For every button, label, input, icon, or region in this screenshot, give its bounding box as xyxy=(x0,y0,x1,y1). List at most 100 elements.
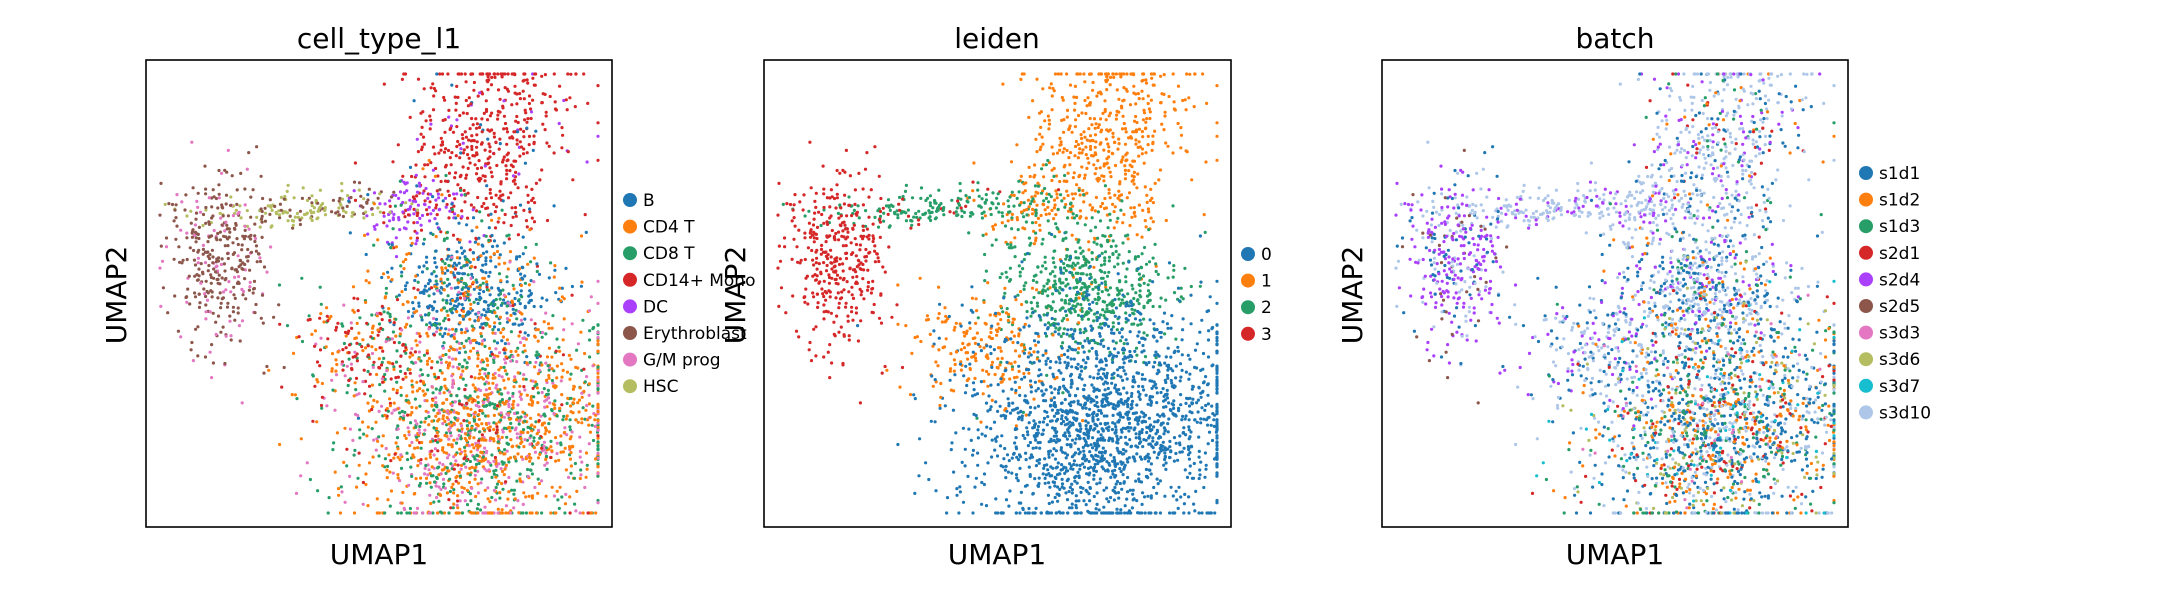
scatter-point xyxy=(479,72,484,76)
scatter-point xyxy=(383,296,387,300)
scatter-point xyxy=(366,401,370,405)
scatter-point xyxy=(461,165,465,169)
scatter-point xyxy=(559,299,563,303)
scatter-point xyxy=(408,115,412,119)
scatter-point xyxy=(201,223,205,228)
scatter-point xyxy=(458,321,462,325)
scatter-point xyxy=(1081,188,1085,193)
scatter-point xyxy=(444,360,448,364)
scatter-point xyxy=(532,395,536,399)
scatter-point xyxy=(510,103,514,107)
scatter-point xyxy=(1062,196,1066,200)
scatter-point xyxy=(1141,274,1146,278)
scatter-point xyxy=(530,496,535,500)
scatter-point xyxy=(555,337,559,341)
scatter-point xyxy=(424,476,429,480)
scatter-point xyxy=(473,163,477,167)
scatter-point xyxy=(498,137,502,141)
scatter-point xyxy=(496,507,500,511)
scatter-point xyxy=(1032,295,1036,300)
scatter-point xyxy=(472,88,476,92)
scatter-point xyxy=(1044,212,1048,216)
scatter-point xyxy=(505,280,509,284)
scatter-point xyxy=(473,410,477,414)
scatter-point xyxy=(557,506,561,510)
scatter-point xyxy=(448,209,452,213)
scatter-point xyxy=(1012,193,1016,197)
scatter-point xyxy=(492,356,496,360)
scatter-point xyxy=(404,284,408,288)
scatter-point xyxy=(526,430,530,435)
scatter-point xyxy=(211,261,215,265)
scatter-point xyxy=(484,99,488,103)
scatter-point xyxy=(468,510,472,514)
scatter-point xyxy=(1204,160,1208,164)
scatter-point xyxy=(579,234,584,238)
scatter-point xyxy=(451,264,455,268)
scatter-point xyxy=(1065,72,1069,76)
scatter-point xyxy=(842,288,846,292)
scatter-point xyxy=(229,203,233,207)
scatter-point xyxy=(278,216,282,220)
scatter-point xyxy=(516,130,520,134)
scatter-point xyxy=(454,475,458,480)
scatter-point xyxy=(441,334,445,338)
scatter-point xyxy=(427,158,431,163)
scatter-point xyxy=(461,369,465,373)
scatter-point xyxy=(494,347,498,351)
scatter-point xyxy=(459,467,463,471)
scatter-point xyxy=(468,248,472,252)
scatter-point xyxy=(457,271,461,275)
scatter-point xyxy=(814,325,818,329)
scatter-point xyxy=(406,316,410,320)
scatter-point xyxy=(1050,108,1054,112)
scatter-point xyxy=(486,426,490,430)
scatter-point xyxy=(1047,122,1052,126)
scatter-point xyxy=(480,243,484,247)
scatter-point xyxy=(857,216,861,220)
scatter-point xyxy=(493,302,497,307)
scatter-point xyxy=(533,72,537,76)
scatter-point xyxy=(460,303,464,307)
scatter-point xyxy=(194,236,198,240)
scatter-point xyxy=(876,256,880,260)
scatter-point xyxy=(1020,72,1024,76)
scatter-point xyxy=(519,283,524,288)
scatter-point xyxy=(407,251,411,256)
scatter-point xyxy=(486,162,490,166)
scatter-point xyxy=(1046,114,1050,118)
scatter-point xyxy=(434,235,438,239)
scatter-point xyxy=(813,199,817,203)
scatter-point xyxy=(364,279,368,283)
scatter-point xyxy=(495,482,500,486)
scatter-point xyxy=(433,256,437,260)
scatter-point xyxy=(394,334,398,338)
scatter-point xyxy=(485,184,489,188)
scatter-point xyxy=(540,74,544,78)
scatter-point xyxy=(420,125,424,129)
scatter-point xyxy=(447,247,451,252)
scatter-point xyxy=(449,270,453,274)
scatter-point xyxy=(485,285,489,289)
scatter-point xyxy=(1172,107,1176,111)
scatter-point xyxy=(516,403,520,407)
scatter-point xyxy=(880,371,884,375)
scatter-point xyxy=(518,340,523,345)
scatter-point xyxy=(185,231,189,235)
scatter-point xyxy=(377,454,381,458)
scatter-point xyxy=(554,384,558,388)
scatter-point xyxy=(223,168,227,172)
scatter-point xyxy=(519,145,524,149)
scatter-point xyxy=(837,262,842,267)
scatter-point xyxy=(217,192,221,196)
scatter-point xyxy=(274,210,278,215)
scatter-point xyxy=(837,238,841,242)
scatter-point xyxy=(374,348,378,352)
scatter-point xyxy=(260,214,264,218)
scatter-point xyxy=(432,270,436,274)
scatter-point xyxy=(983,201,987,205)
scatter-point xyxy=(398,190,403,194)
scatter-point xyxy=(854,311,859,315)
scatter-point xyxy=(1088,272,1092,276)
scatter-point xyxy=(1111,325,1115,329)
